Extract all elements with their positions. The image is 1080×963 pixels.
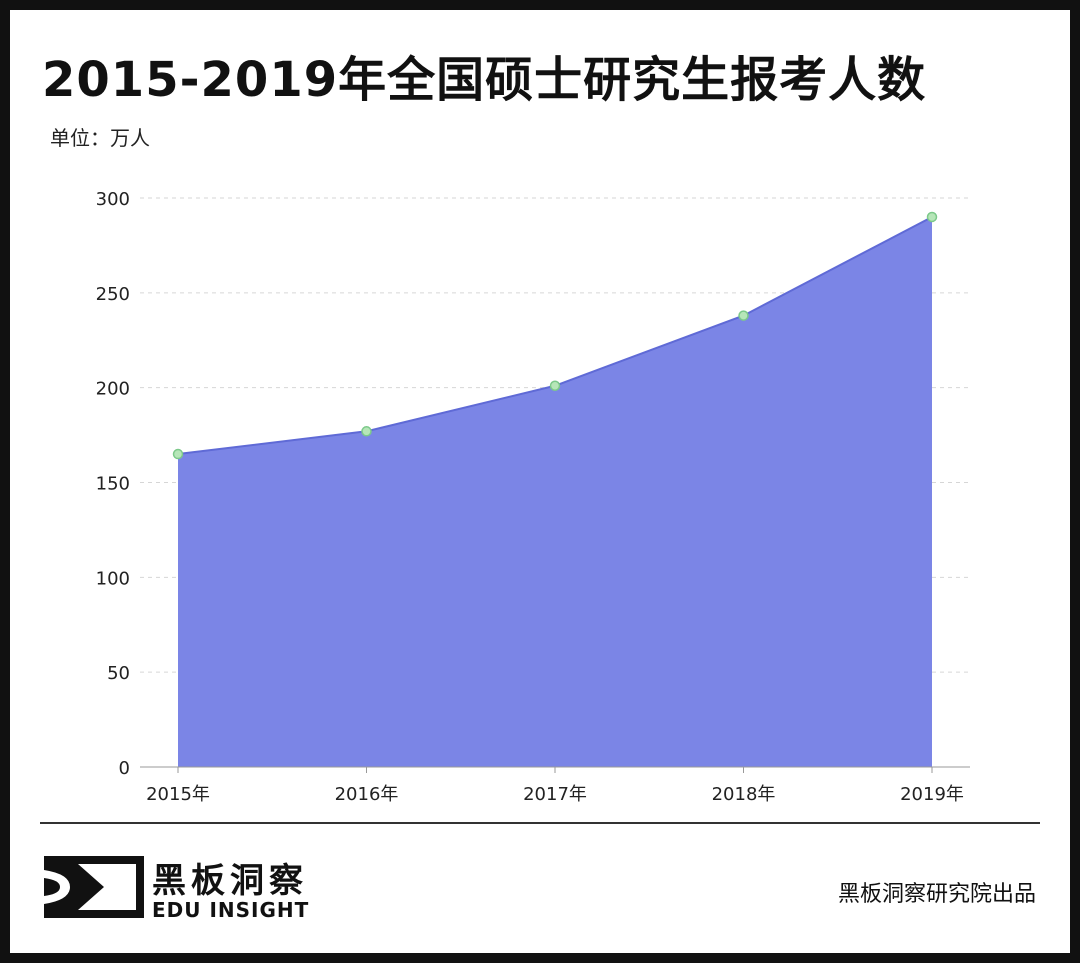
y-tick-label: 250 <box>96 284 130 305</box>
y-tick-label: 150 <box>96 474 130 495</box>
data-point <box>926 211 938 223</box>
y-tick-label: 200 <box>96 379 130 400</box>
y-tick-label: 100 <box>96 568 130 589</box>
y-tick-label: 0 <box>119 758 130 779</box>
chart-card: 2015-2019年全国硕士研究生报考人数 单位：万人 0 50 100 150 200… <box>10 10 1070 953</box>
eye-logo-icon <box>44 856 144 918</box>
area-chart: 0 50 100 150 200 250 300 2015年 2016年 2017年 2018年 20… <box>96 189 970 805</box>
unit-label: 单位：万人 <box>50 126 150 150</box>
area-fill <box>178 216 932 767</box>
data-point <box>361 426 372 437</box>
brand-name-cn: 黑板洞察 <box>152 861 308 901</box>
y-tick-label: 50 <box>107 663 130 684</box>
x-tick-label: 2019年 <box>900 784 964 805</box>
footer-divider <box>40 822 1040 824</box>
x-tick-label: 2015年 <box>146 784 210 805</box>
x-tick-label: 2016年 <box>335 784 399 805</box>
credit-text: 黑板洞察研究院出品 <box>837 882 1036 907</box>
x-tick-label: 2017年 <box>523 784 587 805</box>
data-point <box>172 448 184 460</box>
page-title: 2015-2019年全国硕士研究生报考人数 <box>42 52 927 108</box>
brand-name-en: EDU INSIGHT <box>152 898 310 922</box>
data-point <box>549 380 561 392</box>
data-point <box>738 310 749 321</box>
x-tick-label: 2018年 <box>712 784 776 805</box>
y-tick-label: 300 <box>96 189 130 210</box>
